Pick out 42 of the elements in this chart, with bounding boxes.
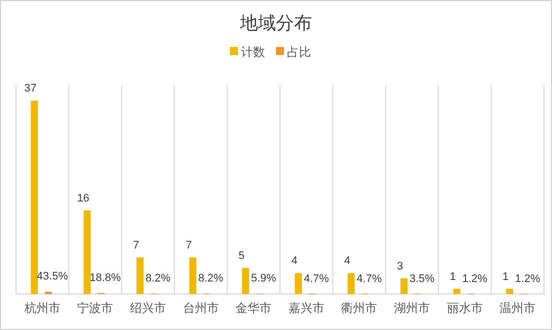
- x-tick-label: 台州市: [182, 301, 219, 315]
- bar: [242, 268, 250, 294]
- chart-title: 地域分布: [239, 13, 312, 33]
- data-label: 7: [186, 239, 192, 252]
- x-tick-label: 湖州市: [394, 301, 430, 315]
- data-label: 8.2%: [145, 272, 171, 285]
- legend-label: 占比: [287, 45, 311, 59]
- data-label: 1.2%: [462, 272, 488, 285]
- data-label: 5: [238, 250, 245, 262]
- data-label: 4.7%: [304, 272, 330, 285]
- data-label: 37: [24, 82, 37, 95]
- x-tick-label: 温州市: [500, 301, 536, 315]
- bar: [84, 210, 91, 294]
- data-label: 3.5%: [409, 272, 435, 285]
- data-label: 16: [77, 192, 90, 204]
- data-label: 3: [396, 260, 404, 272]
- bar: [189, 257, 196, 294]
- bar: [506, 288, 514, 294]
- data-label: 1.2%: [515, 272, 540, 285]
- legend-label: 计数: [241, 45, 265, 59]
- data-label: 8.2%: [198, 272, 224, 285]
- data-label: 18.8%: [90, 272, 122, 284]
- data-label: 4.7%: [356, 272, 382, 285]
- x-tick-label: 嘉兴市: [288, 301, 324, 315]
- bar: [136, 257, 144, 294]
- bar: [400, 278, 408, 294]
- data-label: 4: [291, 255, 298, 268]
- data-label: 7: [132, 239, 140, 252]
- x-tick-label: 衢州市: [341, 301, 378, 315]
- data-label: 1: [450, 270, 456, 283]
- x-tick-label: 宁波市: [77, 301, 114, 315]
- x-tick-label: 丽水市: [446, 301, 483, 315]
- bar: [30, 100, 38, 294]
- data-label: 1: [502, 270, 509, 283]
- data-label: 4: [344, 255, 350, 268]
- x-tick-label: 金华市: [236, 301, 272, 315]
- x-tick-label: 杭州市: [23, 301, 60, 315]
- bar: [348, 273, 355, 294]
- x-tick-label: 绍兴市: [130, 301, 166, 315]
- bar: [294, 273, 302, 294]
- bar: [453, 288, 460, 294]
- data-label: 5.9%: [251, 272, 276, 285]
